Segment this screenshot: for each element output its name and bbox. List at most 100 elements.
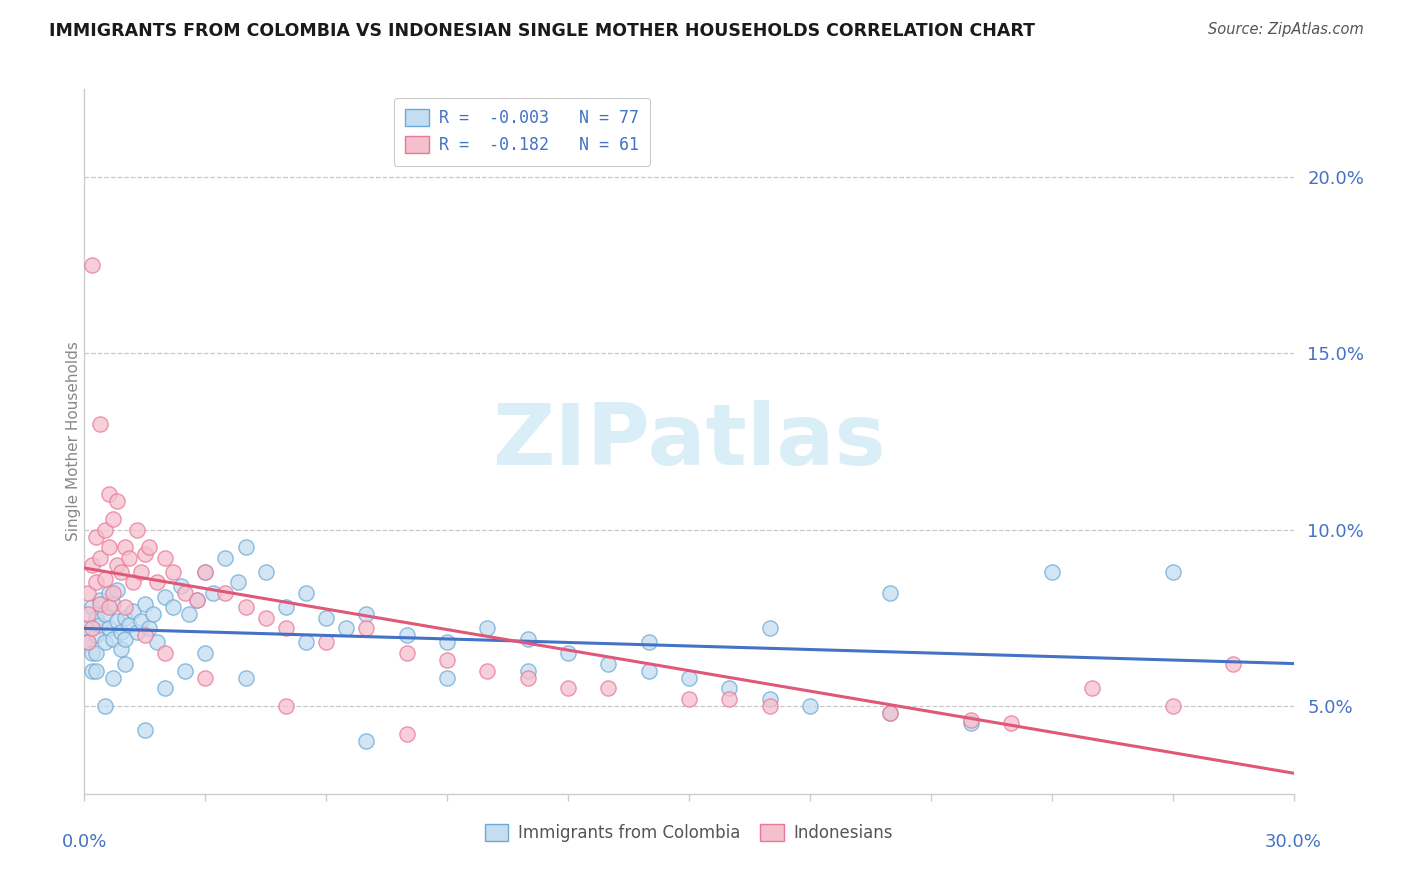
- Point: [101, 671, 124, 685]
- Point: [114, 540, 136, 554]
- Point: [356, 621, 378, 635]
- Point: [436, 653, 458, 667]
- Point: [142, 607, 165, 622]
- Point: [89, 597, 111, 611]
- Point: [97, 540, 120, 554]
- Point: [315, 635, 337, 649]
- Point: [89, 593, 111, 607]
- Point: [637, 635, 659, 649]
- Point: [598, 657, 620, 671]
- Point: [97, 487, 120, 501]
- Point: [516, 664, 538, 678]
- Point: [153, 681, 176, 696]
- Point: [235, 600, 257, 615]
- Point: [1000, 716, 1022, 731]
- Point: [879, 706, 901, 720]
- Point: [89, 417, 111, 431]
- Point: [179, 607, 201, 622]
- Point: [758, 691, 780, 706]
- Point: [101, 512, 124, 526]
- Point: [557, 681, 579, 696]
- Point: [1040, 565, 1063, 579]
- Point: [254, 610, 277, 624]
- Point: [202, 586, 225, 600]
- Point: [153, 646, 176, 660]
- Point: [557, 646, 579, 660]
- Point: [395, 727, 418, 741]
- Point: [436, 635, 458, 649]
- Y-axis label: Single Mother Households: Single Mother Households: [66, 342, 80, 541]
- Point: [758, 698, 780, 713]
- Point: [799, 698, 821, 713]
- Point: [162, 600, 184, 615]
- Point: [86, 664, 108, 678]
- Point: [678, 671, 700, 685]
- Point: [86, 628, 108, 642]
- Point: [77, 635, 100, 649]
- Point: [97, 586, 120, 600]
- Point: [214, 586, 236, 600]
- Point: [134, 597, 156, 611]
- Point: [121, 604, 143, 618]
- Point: [118, 550, 141, 565]
- Point: [82, 664, 104, 678]
- Point: [129, 565, 152, 579]
- Point: [254, 565, 277, 579]
- Point: [194, 565, 217, 579]
- Point: [134, 723, 156, 738]
- Point: [477, 621, 499, 635]
- Point: [82, 259, 104, 273]
- Point: [138, 621, 160, 635]
- Point: [1222, 657, 1244, 671]
- Point: [194, 646, 217, 660]
- Point: [153, 590, 176, 604]
- Point: [105, 582, 128, 597]
- Text: 30.0%: 30.0%: [1265, 832, 1322, 851]
- Point: [274, 621, 297, 635]
- Text: 0.0%: 0.0%: [62, 832, 107, 851]
- Point: [879, 586, 901, 600]
- Point: [170, 579, 193, 593]
- Point: [194, 565, 217, 579]
- Point: [97, 621, 120, 635]
- Point: [105, 494, 128, 508]
- Point: [114, 610, 136, 624]
- Point: [134, 628, 156, 642]
- Point: [879, 706, 901, 720]
- Point: [97, 600, 120, 615]
- Point: [118, 617, 141, 632]
- Point: [105, 558, 128, 572]
- Point: [678, 691, 700, 706]
- Point: [1161, 565, 1184, 579]
- Point: [82, 646, 104, 660]
- Point: [295, 635, 318, 649]
- Point: [93, 635, 115, 649]
- Point: [93, 607, 115, 622]
- Point: [110, 565, 132, 579]
- Point: [146, 575, 169, 590]
- Point: [395, 628, 418, 642]
- Point: [235, 540, 257, 554]
- Point: [436, 671, 458, 685]
- Point: [114, 632, 136, 646]
- Point: [226, 575, 249, 590]
- Point: [174, 586, 197, 600]
- Point: [86, 530, 108, 544]
- Point: [129, 614, 152, 628]
- Point: [516, 671, 538, 685]
- Point: [86, 646, 108, 660]
- Point: [101, 632, 124, 646]
- Point: [274, 698, 297, 713]
- Point: [315, 610, 337, 624]
- Text: Source: ZipAtlas.com: Source: ZipAtlas.com: [1208, 22, 1364, 37]
- Point: [174, 664, 197, 678]
- Point: [214, 550, 236, 565]
- Point: [121, 575, 143, 590]
- Point: [89, 617, 111, 632]
- Point: [153, 550, 176, 565]
- Point: [77, 621, 100, 635]
- Point: [1081, 681, 1104, 696]
- Point: [86, 610, 108, 624]
- Point: [93, 572, 115, 586]
- Point: [101, 586, 124, 600]
